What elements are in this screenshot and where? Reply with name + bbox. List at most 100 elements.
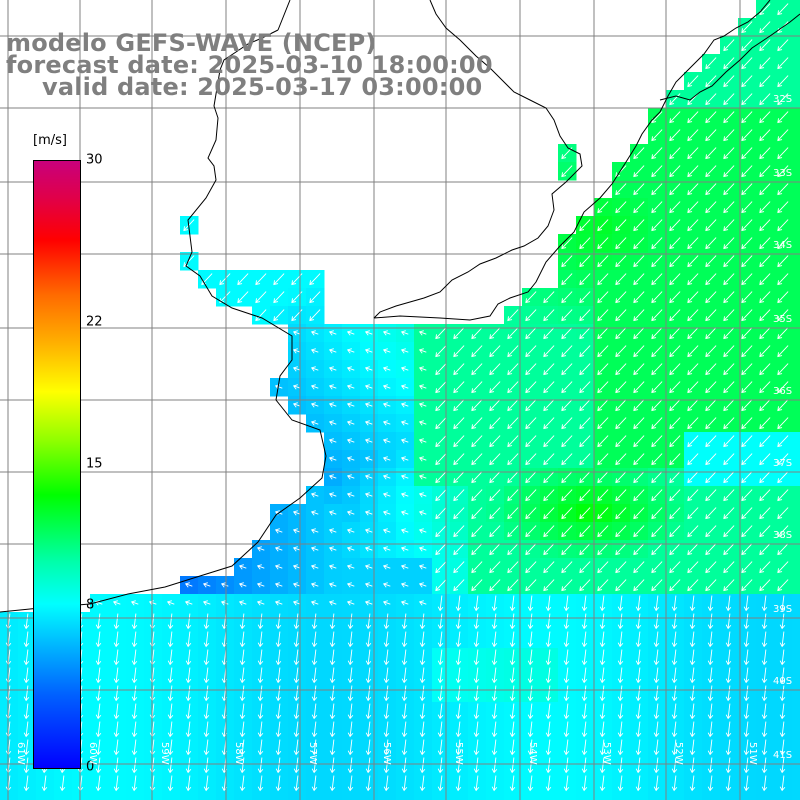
wind-arrow — [743, 685, 750, 702]
wind-arrow — [525, 453, 537, 466]
wind-arrow — [453, 327, 465, 340]
wind-arrow — [671, 667, 678, 684]
longitude-label: 56W — [381, 742, 392, 765]
wind-arrow — [633, 327, 645, 340]
wind-arrow — [489, 363, 501, 376]
wind-arrow — [777, 111, 789, 124]
wind-arrow — [292, 600, 301, 606]
wind-arrow — [257, 631, 264, 648]
wind-arrow — [382, 402, 391, 408]
wind-arrow — [597, 273, 609, 286]
wind-arrow — [328, 582, 337, 588]
wind-arrow — [597, 453, 609, 466]
wind-arrow — [419, 649, 426, 666]
wind-arrow — [256, 564, 265, 570]
wind-arrow — [563, 613, 570, 630]
wind-arrow — [579, 399, 591, 412]
wind-arrow — [346, 330, 355, 336]
wind-arrow — [669, 201, 681, 214]
wind-arrow — [473, 631, 480, 648]
wind-arrow — [507, 327, 519, 340]
wind-arrow — [563, 667, 570, 684]
wind-arrow — [543, 507, 555, 520]
wind-arrow — [561, 471, 573, 484]
wind-arrow — [725, 721, 732, 738]
wind-arrow — [184, 600, 193, 606]
wind-arrow — [256, 546, 265, 552]
wind-arrow — [185, 757, 192, 774]
wind-arrow — [328, 384, 337, 390]
wind-arrow — [545, 703, 552, 720]
wind-arrow — [615, 561, 627, 574]
wind-arrow — [400, 384, 409, 390]
wind-arrow — [561, 291, 573, 304]
wind-arrow — [489, 471, 501, 484]
wind-speed-cell — [792, 504, 800, 523]
wind-arrow — [615, 543, 627, 556]
wind-arrow — [669, 381, 681, 394]
wind-arrow — [435, 579, 447, 592]
wind-arrow — [759, 273, 771, 286]
wind-arrow — [364, 420, 373, 426]
wind-speed-cell — [792, 324, 800, 343]
wind-arrow — [563, 649, 570, 666]
wind-speed-cell — [792, 108, 800, 127]
wind-arrow — [633, 309, 645, 322]
wind-arrow — [545, 613, 552, 630]
wind-arrow — [725, 613, 732, 630]
wind-arrow — [545, 775, 552, 792]
wind-arrow — [455, 703, 462, 720]
wind-arrow — [113, 613, 120, 630]
wind-arrow — [95, 649, 102, 666]
wind-arrow — [274, 528, 283, 534]
wind-arrow — [365, 775, 372, 792]
model-title: modelo GEFS-WAVE (NCEP) — [6, 29, 377, 57]
wind-arrow — [759, 381, 771, 394]
longitude-label: 55W — [453, 742, 464, 765]
wind-arrow — [597, 255, 609, 268]
wind-arrow — [579, 579, 591, 592]
wind-arrow — [579, 489, 591, 502]
wind-arrow — [633, 183, 645, 196]
wind-arrow — [723, 129, 735, 142]
wind-arrow — [759, 561, 771, 574]
wind-arrow — [741, 183, 753, 196]
wind-arrow — [741, 327, 753, 340]
wind-arrow — [347, 649, 354, 666]
wind-arrow — [95, 721, 102, 738]
wind-arrow — [401, 613, 408, 630]
wind-arrow — [527, 739, 534, 756]
wind-speed-cell — [792, 270, 800, 289]
wind-arrow — [579, 219, 591, 232]
wind-speed-cell — [792, 162, 800, 181]
wind-arrow — [437, 613, 444, 630]
wind-speed-cell — [792, 36, 800, 55]
wind-arrow — [777, 201, 789, 214]
wind-arrow — [633, 237, 645, 250]
wind-speed-cell — [792, 288, 800, 307]
wind-arrow — [741, 39, 753, 52]
wind-arrow — [382, 564, 391, 570]
wind-arrow — [669, 345, 681, 358]
wind-arrow — [561, 309, 573, 322]
wind-arrow — [705, 237, 717, 250]
wind-arrow — [759, 75, 771, 88]
wind-arrow — [365, 631, 372, 648]
wind-arrow — [364, 564, 373, 570]
wind-arrow — [23, 703, 30, 720]
wind-arrow — [382, 456, 391, 462]
wind-arrow — [59, 775, 66, 792]
wind-arrow — [633, 201, 645, 214]
wind-arrow — [545, 757, 552, 774]
wind-arrow — [255, 273, 267, 286]
wind-arrow — [635, 739, 642, 756]
wind-arrow — [365, 685, 372, 702]
wind-arrow — [292, 528, 301, 534]
wind-arrow — [741, 201, 753, 214]
wind-arrow — [527, 595, 534, 612]
wind-arrow — [328, 492, 337, 498]
wind-speed-cell — [288, 792, 307, 800]
wind-speed-cell — [792, 756, 800, 775]
wind-arrow — [238, 582, 247, 588]
